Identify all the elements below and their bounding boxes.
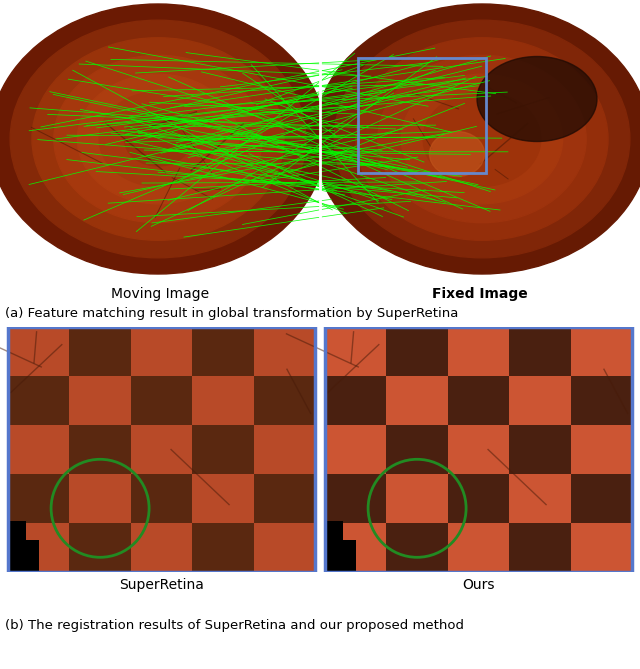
- Bar: [8, 425, 69, 474]
- Ellipse shape: [0, 4, 326, 274]
- Bar: [8, 521, 26, 572]
- Ellipse shape: [124, 112, 191, 166]
- Ellipse shape: [32, 37, 284, 240]
- Bar: [192, 376, 253, 425]
- Bar: [8, 376, 69, 425]
- Ellipse shape: [356, 37, 608, 240]
- Bar: [509, 523, 571, 572]
- Ellipse shape: [10, 20, 306, 258]
- Bar: [131, 474, 192, 523]
- Bar: [571, 327, 632, 376]
- Bar: [192, 327, 253, 376]
- Bar: [509, 474, 571, 523]
- Bar: [387, 523, 448, 572]
- Bar: [325, 327, 632, 572]
- Bar: [448, 425, 509, 474]
- Bar: [131, 327, 192, 376]
- Bar: [448, 474, 509, 523]
- Ellipse shape: [54, 56, 262, 223]
- Ellipse shape: [401, 74, 563, 204]
- Ellipse shape: [423, 92, 541, 186]
- Text: Ours: Ours: [462, 578, 495, 592]
- Bar: [571, 376, 632, 425]
- Bar: [8, 474, 69, 523]
- Ellipse shape: [77, 74, 239, 204]
- Bar: [69, 523, 131, 572]
- Bar: [192, 523, 253, 572]
- Bar: [8, 327, 69, 376]
- Ellipse shape: [99, 92, 217, 186]
- Bar: [325, 523, 387, 572]
- Bar: [192, 474, 253, 523]
- Bar: [325, 521, 344, 572]
- Bar: [325, 425, 387, 474]
- Bar: [358, 58, 486, 173]
- Bar: [325, 540, 356, 572]
- Text: (b) The registration results of SuperRetina and our proposed method: (b) The registration results of SuperRet…: [5, 619, 464, 632]
- Bar: [571, 474, 632, 523]
- Bar: [131, 376, 192, 425]
- Bar: [131, 425, 192, 474]
- Ellipse shape: [314, 4, 640, 274]
- Bar: [387, 425, 448, 474]
- Ellipse shape: [429, 132, 484, 177]
- Bar: [448, 523, 509, 572]
- Bar: [253, 474, 315, 523]
- Bar: [8, 327, 315, 572]
- Bar: [69, 376, 131, 425]
- Bar: [387, 327, 448, 376]
- Ellipse shape: [334, 20, 630, 258]
- Bar: [192, 425, 253, 474]
- Bar: [387, 474, 448, 523]
- Bar: [69, 474, 131, 523]
- Text: Moving Image: Moving Image: [111, 287, 209, 301]
- Bar: [509, 425, 571, 474]
- Bar: [253, 523, 315, 572]
- Ellipse shape: [477, 56, 597, 142]
- Ellipse shape: [378, 56, 586, 223]
- Bar: [253, 425, 315, 474]
- Bar: [325, 376, 387, 425]
- Bar: [8, 540, 38, 572]
- Bar: [571, 523, 632, 572]
- Bar: [509, 376, 571, 425]
- Bar: [253, 327, 315, 376]
- Bar: [387, 376, 448, 425]
- Bar: [448, 327, 509, 376]
- Bar: [571, 425, 632, 474]
- Bar: [509, 327, 571, 376]
- Bar: [8, 523, 69, 572]
- Bar: [131, 523, 192, 572]
- Bar: [325, 474, 387, 523]
- Bar: [253, 376, 315, 425]
- Text: (a) Feature matching result in global transformation by SuperRetina: (a) Feature matching result in global tr…: [5, 308, 458, 320]
- Text: SuperRetina: SuperRetina: [119, 578, 204, 592]
- Bar: [325, 327, 387, 376]
- Bar: [69, 425, 131, 474]
- Text: Fixed Image: Fixed Image: [432, 287, 528, 301]
- Bar: [69, 327, 131, 376]
- Bar: [448, 376, 509, 425]
